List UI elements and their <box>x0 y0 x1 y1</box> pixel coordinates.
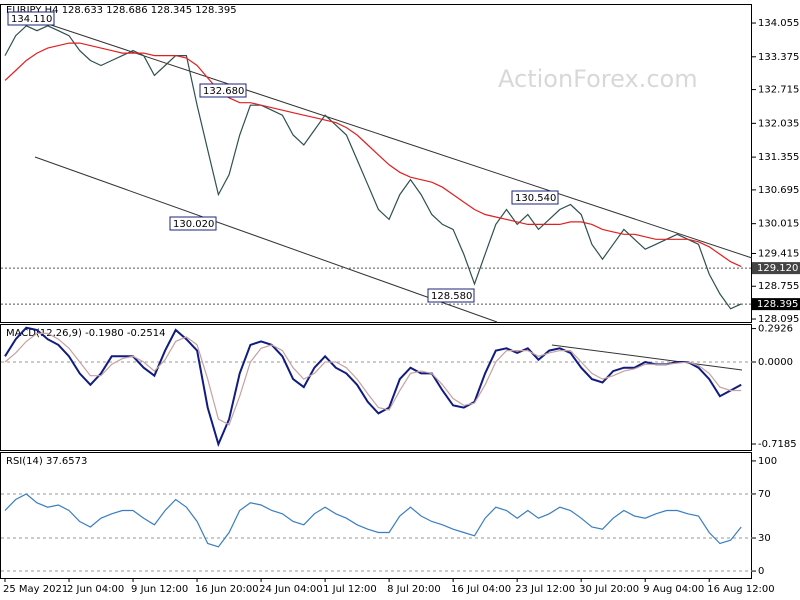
x-tick-label: 9 Aug 04:00 <box>643 584 704 595</box>
annotation: 134.110 <box>11 14 52 25</box>
series-line <box>4 332 742 426</box>
price-box <box>752 262 800 275</box>
y-tick-label: 131.355 <box>758 152 799 163</box>
y-tick-label: 130.015 <box>758 219 799 230</box>
price-panel <box>0 4 752 323</box>
annotation-box <box>511 190 559 205</box>
price-box <box>752 298 800 311</box>
watermark: ActionForex.com <box>498 65 698 93</box>
y-tick-label: 100 <box>758 456 777 467</box>
y-tick-label: 0 <box>758 566 764 577</box>
y-tick-label: 128.755 <box>758 281 799 292</box>
header: EURJPY,H4 128.633 128.686 128.345 128.39… <box>6 5 237 16</box>
rsi-panel <box>0 452 752 579</box>
x-tick-label: 1 Jul 12:00 <box>323 584 377 595</box>
y-tick-label: 132.035 <box>758 118 799 129</box>
annotation: 132.680 <box>203 86 244 97</box>
annotation-box <box>169 216 217 231</box>
trendline <box>29 17 753 259</box>
x-tick-label: 16 Jun 20:00 <box>195 584 259 595</box>
x-tick-label: 9 Jun 12:00 <box>131 584 188 595</box>
y-tick-label: 128.095 <box>758 314 799 325</box>
x-tick-label: 25 May 2021 <box>3 584 68 595</box>
x-tick-label: 23 Jul 12:00 <box>515 584 575 595</box>
y-tick-label: -0.7185 <box>758 439 797 450</box>
y-tick-label: 134.055 <box>758 18 799 29</box>
y-tick-label: 0.0000 <box>758 357 793 368</box>
trendline <box>551 344 743 371</box>
y-tick-label: 30 <box>758 533 771 544</box>
annotations: 134.110 132.680 130.020 128.580 130.540 <box>7 11 559 303</box>
series-line <box>4 493 742 548</box>
y-tick-label: 130.695 <box>758 185 799 196</box>
annotation: 130.540 <box>515 193 556 204</box>
price-label: 129.120 <box>757 263 798 274</box>
x-tick-label: 16 Jul 04:00 <box>451 584 511 595</box>
y-tick-label: 133.375 <box>758 52 799 63</box>
series-line <box>4 42 742 268</box>
trendline <box>34 156 498 323</box>
price-label: 128.395 <box>757 299 798 310</box>
annotation: 128.580 <box>431 291 472 302</box>
y-tick-label: 132.715 <box>758 85 799 96</box>
panel-title: MACD(12,26,9) -0.1980 -0.2514 <box>6 328 166 339</box>
y-tick-label: 0.2926 <box>758 324 793 335</box>
y-tick-label: 129.415 <box>758 248 799 259</box>
x-tick-label: 16 Aug 12:00 <box>707 584 774 595</box>
annotation-box <box>199 83 247 98</box>
annotation: 130.020 <box>173 219 214 230</box>
y-tick-label: 70 <box>758 489 771 500</box>
x-tick-label: 8 Jul 20:00 <box>387 584 441 595</box>
series-line <box>4 326 742 448</box>
macd-panel <box>0 324 752 451</box>
annotation-box <box>427 288 475 303</box>
x-tick-label: 2 Jun 04:00 <box>67 584 124 595</box>
x-tick-label: 30 Jul 20:00 <box>579 584 639 595</box>
x-tick-label: 24 Jun 04:00 <box>259 584 323 595</box>
annotation-box <box>7 11 55 26</box>
panel-title: RSI(14) 37.6573 <box>6 456 87 467</box>
